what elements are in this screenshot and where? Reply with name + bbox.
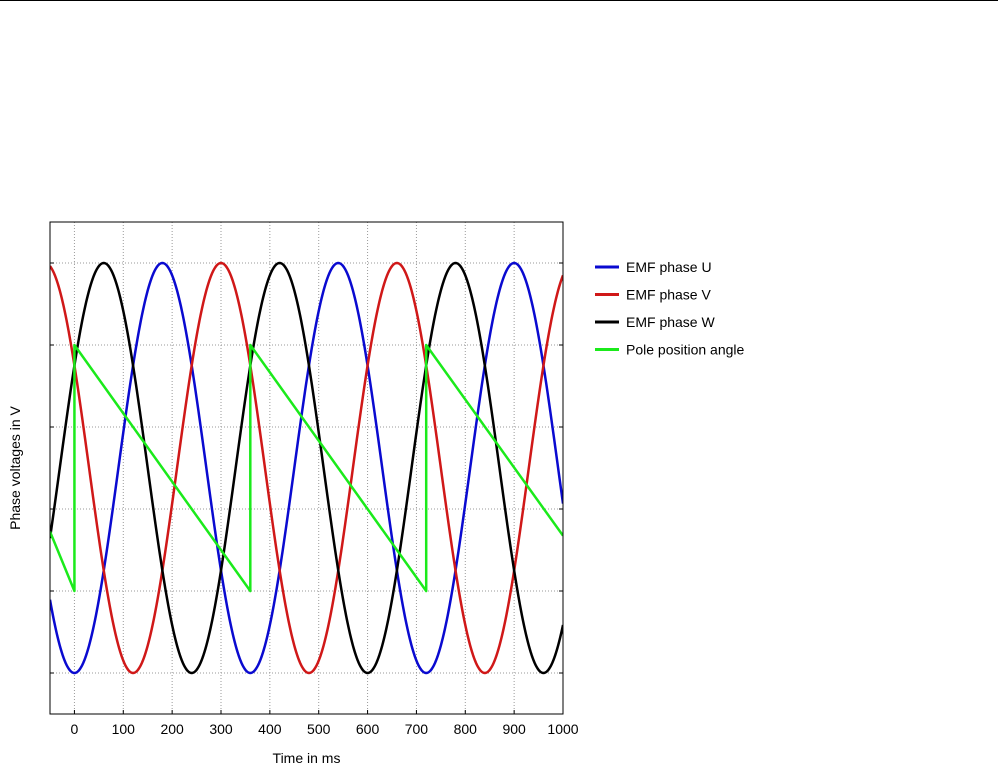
legend-label-pole-position-angle: Pole position angle bbox=[626, 342, 745, 358]
x-axis-label: Time in ms bbox=[273, 750, 341, 766]
x-tick-label: 800 bbox=[454, 721, 478, 737]
series-line-pole-position-angle bbox=[50, 343, 563, 593]
x-tick-label: 100 bbox=[112, 721, 136, 737]
series-line-emf-phase-w bbox=[50, 261, 563, 675]
series-line-emf-phase-v bbox=[50, 261, 563, 675]
plot-frame bbox=[49, 221, 564, 715]
x-tick-label: 1000 bbox=[547, 721, 578, 737]
x-tick-label: 300 bbox=[209, 721, 233, 737]
x-tick-label: 400 bbox=[258, 721, 282, 737]
legend-label-emf-phase-u: EMF phase U bbox=[626, 259, 712, 275]
grid-layer bbox=[50, 222, 564, 714]
top-border-line bbox=[0, 0, 998, 1]
legend-label-emf-phase-w: EMF phase W bbox=[626, 314, 715, 330]
legend-label-emf-phase-v: EMF phase V bbox=[626, 287, 711, 303]
legend: EMF phase U EMF phase V EMF phase W Pole po… bbox=[595, 259, 745, 358]
x-tick-label: 500 bbox=[307, 721, 331, 737]
series-layer bbox=[50, 261, 563, 675]
y-axis-label: Phase voltages in V bbox=[7, 405, 23, 529]
x-tick-label: 600 bbox=[356, 721, 380, 737]
x-tick-label: 200 bbox=[160, 721, 184, 737]
x-tick-label: 0 bbox=[71, 721, 79, 737]
x-tick-label: 900 bbox=[502, 721, 526, 737]
x-axis-ticks: 0 100 200 300 400 500 600 700 800 900 1000 bbox=[50, 262, 579, 737]
x-tick-label: 700 bbox=[405, 721, 429, 737]
